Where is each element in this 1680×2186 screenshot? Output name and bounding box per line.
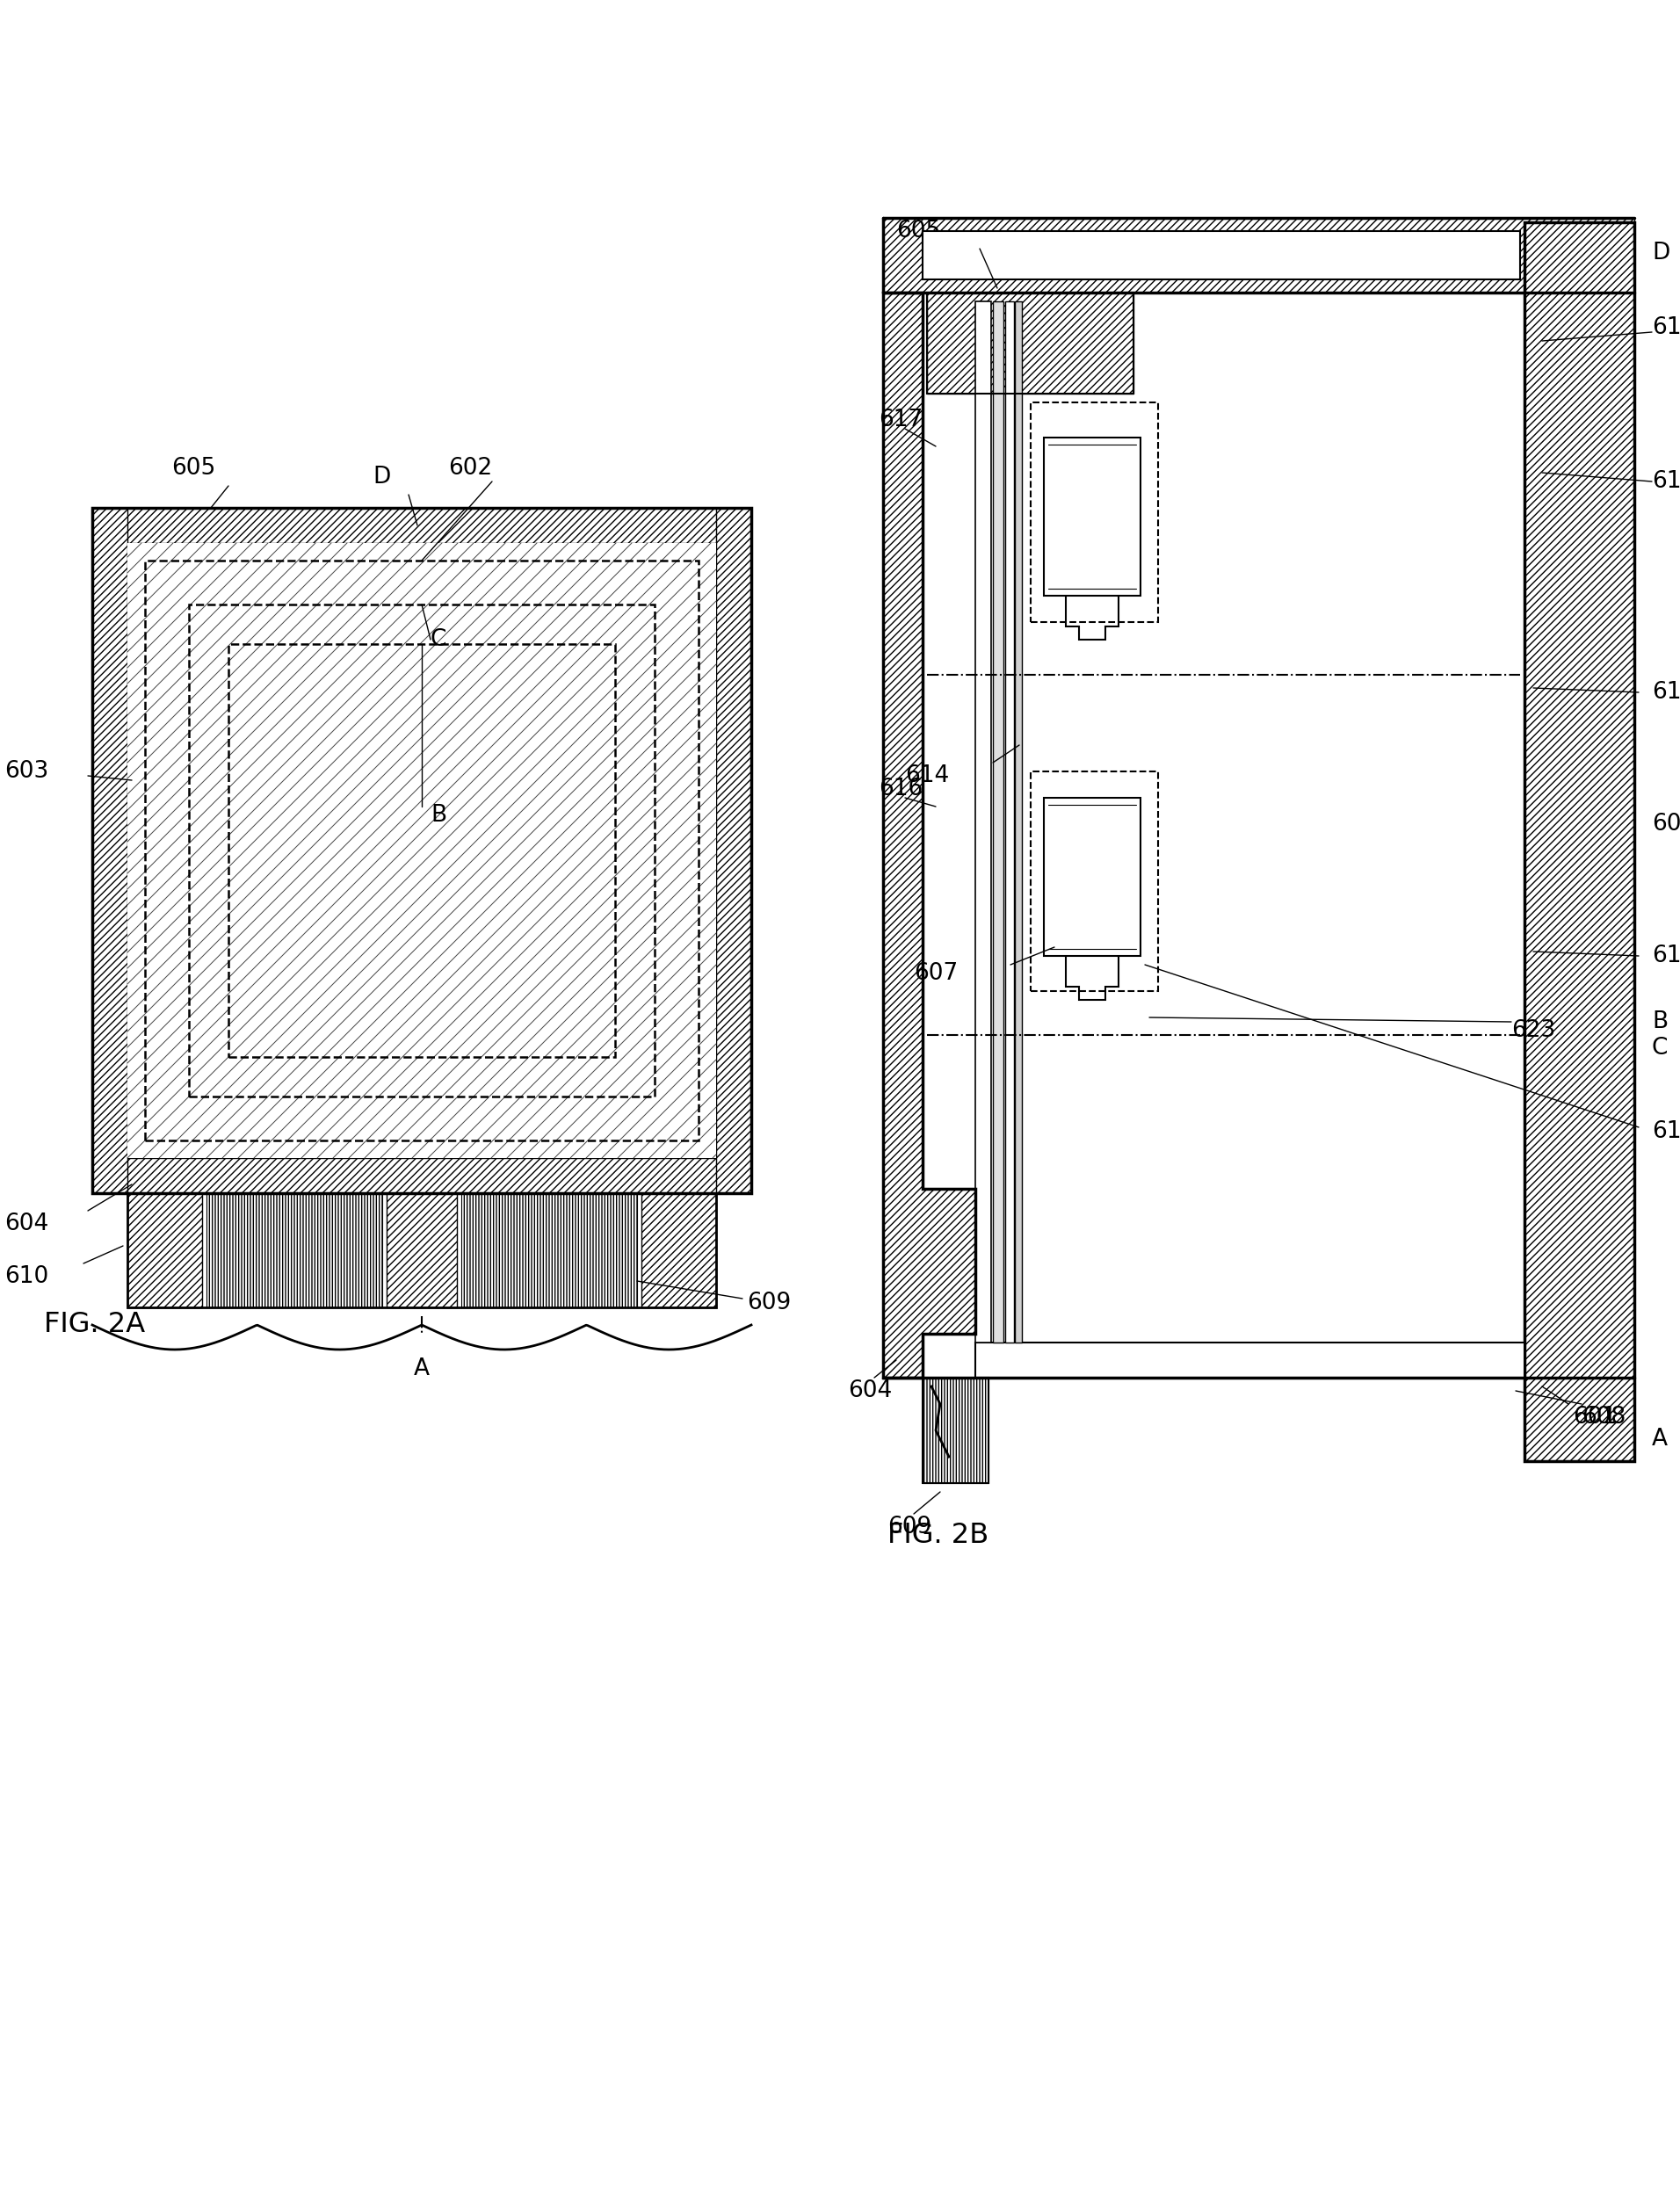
Bar bbox=[128, 542, 716, 1159]
Bar bbox=[128, 1194, 716, 1307]
Bar bbox=[1015, 302, 1021, 1342]
Text: 602: 602 bbox=[1651, 813, 1680, 835]
Polygon shape bbox=[462, 1194, 637, 1307]
Text: 608: 608 bbox=[1581, 1406, 1626, 1430]
Text: 602: 602 bbox=[449, 457, 492, 479]
Text: A: A bbox=[1651, 1427, 1668, 1452]
Text: B: B bbox=[1651, 1010, 1668, 1034]
Text: 617: 617 bbox=[879, 409, 922, 431]
Bar bbox=[1524, 223, 1635, 1460]
Text: 616: 616 bbox=[879, 778, 922, 800]
Text: C: C bbox=[430, 627, 447, 651]
Bar bbox=[144, 560, 699, 1141]
Text: 607: 607 bbox=[914, 962, 958, 986]
Text: 601: 601 bbox=[1572, 1406, 1616, 1430]
Polygon shape bbox=[716, 507, 751, 1194]
Bar bbox=[1043, 437, 1141, 597]
Text: 612: 612 bbox=[1651, 317, 1680, 339]
Bar bbox=[1005, 302, 1015, 1342]
Bar bbox=[976, 1342, 1524, 1377]
Bar bbox=[922, 232, 1520, 280]
Text: 623: 623 bbox=[1512, 1019, 1556, 1043]
Text: D: D bbox=[1651, 243, 1670, 265]
Text: 613: 613 bbox=[1651, 944, 1680, 968]
Polygon shape bbox=[1524, 223, 1635, 1460]
Bar bbox=[92, 507, 751, 1194]
Bar bbox=[228, 645, 615, 1058]
Text: 604: 604 bbox=[5, 1213, 49, 1235]
Polygon shape bbox=[128, 1194, 202, 1307]
Polygon shape bbox=[92, 507, 751, 542]
Polygon shape bbox=[386, 1194, 457, 1307]
Text: FIG. 2A: FIG. 2A bbox=[44, 1312, 144, 1338]
Bar bbox=[1030, 772, 1158, 990]
Bar bbox=[927, 293, 1134, 393]
Polygon shape bbox=[207, 1194, 383, 1307]
Bar bbox=[993, 302, 1003, 1342]
Text: 609: 609 bbox=[887, 1515, 931, 1539]
Text: D: D bbox=[373, 466, 391, 487]
Text: 605: 605 bbox=[171, 457, 215, 479]
Text: 611: 611 bbox=[1651, 1119, 1680, 1143]
Text: 605: 605 bbox=[895, 219, 941, 243]
Text: 610: 610 bbox=[1651, 470, 1680, 492]
Polygon shape bbox=[922, 1377, 988, 1482]
Text: B: B bbox=[430, 804, 447, 826]
Text: 604: 604 bbox=[848, 1379, 892, 1401]
Text: C: C bbox=[1651, 1036, 1668, 1060]
Bar bbox=[976, 302, 991, 1342]
Text: FIG. 2B: FIG. 2B bbox=[887, 1521, 990, 1550]
Bar bbox=[922, 1377, 988, 1482]
Bar bbox=[1030, 402, 1158, 623]
Bar bbox=[188, 606, 655, 1097]
Text: 603: 603 bbox=[5, 761, 49, 783]
Bar bbox=[128, 542, 716, 1159]
Polygon shape bbox=[927, 293, 1134, 393]
Text: A: A bbox=[413, 1358, 430, 1379]
Polygon shape bbox=[92, 507, 128, 1194]
Polygon shape bbox=[884, 293, 976, 1377]
Text: 618: 618 bbox=[1651, 680, 1680, 704]
Polygon shape bbox=[884, 219, 1635, 293]
Text: 610: 610 bbox=[5, 1266, 49, 1288]
Polygon shape bbox=[92, 1159, 751, 1194]
Polygon shape bbox=[642, 1194, 716, 1307]
Text: 609: 609 bbox=[748, 1292, 791, 1314]
Bar bbox=[1043, 798, 1141, 955]
Text: 614: 614 bbox=[906, 765, 949, 787]
